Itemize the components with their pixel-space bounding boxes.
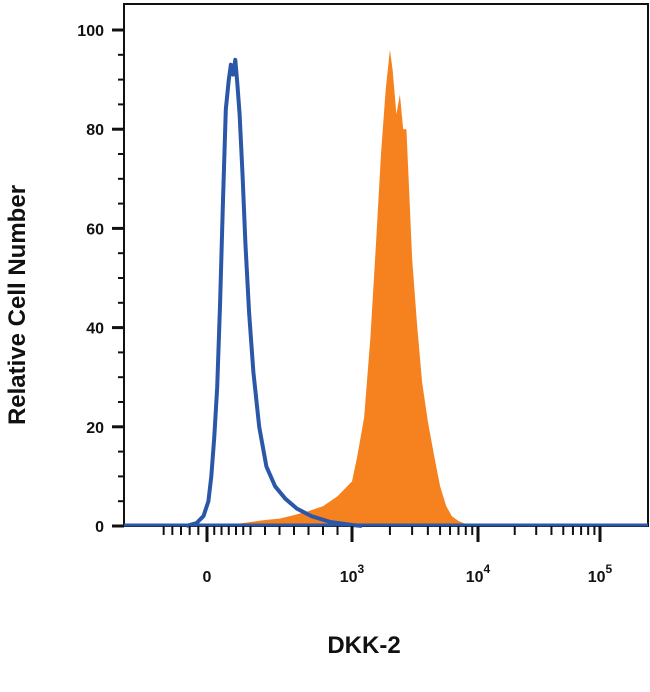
x-tick-label: 103: [340, 562, 365, 586]
y-tick-label: 0: [95, 519, 104, 536]
y-tick-label: 80: [86, 122, 104, 139]
y-tick-label: 20: [86, 420, 104, 437]
x-tick-label: 104: [466, 562, 491, 586]
y-tick-label: 100: [77, 23, 104, 40]
series-filled-histogram: [181, 49, 476, 527]
axes-layer: 0 20 40 60 80 100 0 103 104 105: [77, 23, 612, 586]
x-tick-label: 105: [588, 562, 613, 586]
series-outline-histogram: [185, 57, 363, 528]
y-tick-label: 60: [86, 221, 104, 238]
x-axis-label: DKK-2: [327, 632, 401, 659]
series-layer: [124, 49, 648, 528]
y-tick-label: 40: [86, 321, 104, 338]
x-tick-label: 0: [203, 569, 212, 586]
y-axis-label: Relative Cell Number: [4, 184, 31, 426]
